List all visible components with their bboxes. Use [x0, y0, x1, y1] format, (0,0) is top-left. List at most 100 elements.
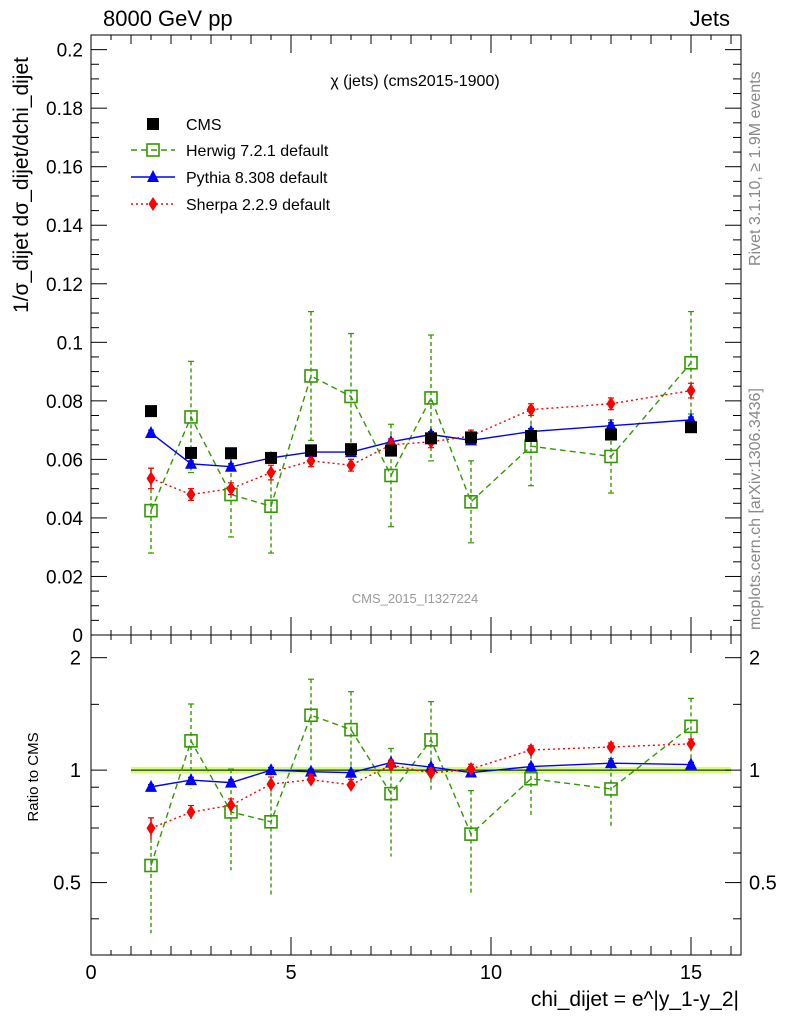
ratio-point: [386, 758, 396, 773]
ratio-y-tick-label: 0.5: [53, 873, 81, 895]
data-point: [306, 453, 316, 468]
x-tick-label: 5: [285, 962, 296, 984]
ratio-panel-frame: [90, 634, 742, 956]
ratio-point: [346, 777, 356, 792]
ratio-series-line-2: [150, 761, 692, 788]
data-point: [145, 426, 157, 439]
data-point: [385, 444, 397, 457]
y-tick-label: 0.08: [46, 392, 83, 413]
ratio-point: [306, 772, 316, 787]
ratio-point: [304, 708, 318, 723]
ratio-point: [426, 766, 436, 781]
data-point: [225, 447, 237, 460]
data-point: [266, 465, 276, 480]
y-tick-label: 0.1: [57, 333, 83, 354]
ratio-point: [684, 719, 698, 734]
data-point: [605, 418, 617, 431]
ratio-point: [266, 777, 276, 792]
data-point: [344, 389, 358, 404]
data-point: [606, 396, 616, 411]
ratio-point: [226, 798, 236, 813]
ratio-y-tick-label-right: 0.5: [749, 873, 777, 895]
legend-label: CMS: [186, 117, 222, 134]
ratio-point: [606, 739, 616, 754]
data-point: [185, 446, 197, 459]
ratio-point: [464, 827, 478, 841]
data-point: [265, 451, 277, 464]
data-point: [146, 471, 156, 486]
ratio-point: [225, 775, 237, 788]
ratio-point: [345, 765, 357, 778]
ratio-y-tick-label: 2: [70, 648, 81, 670]
y-tick-label: 0.12: [46, 275, 83, 296]
chart-title: χ (jets) (cms2015-1900): [330, 73, 499, 90]
data-point: [225, 459, 237, 472]
x-tick-label: 10: [480, 962, 502, 984]
y-tick-label: 0.04: [46, 509, 83, 530]
data-point: [465, 431, 477, 444]
ratio-point: [424, 733, 438, 747]
ratio-series-line-1: [150, 714, 692, 866]
data-point: [464, 495, 478, 509]
ratio-y-tick-label: 1: [70, 760, 81, 782]
series-line-3: [150, 389, 692, 496]
legend-marker: [148, 197, 158, 211]
data-point: [685, 421, 697, 434]
data-point: [384, 468, 398, 483]
ratio-point: [525, 759, 537, 772]
data-point: [264, 499, 278, 514]
data-point: [525, 429, 537, 442]
ratio-point: [184, 734, 198, 748]
ratio-y-tick-label-right: 1: [749, 760, 760, 782]
data-point: [424, 391, 438, 405]
y-tick-label: 0.2: [57, 41, 83, 62]
y-tick-label: 0: [72, 626, 83, 647]
x-axis-label: chi_dijet = e^|y_1-y_2|: [531, 988, 739, 1011]
legend-marker: [147, 118, 159, 130]
ratio-point: [146, 821, 156, 836]
data-point: [346, 458, 356, 473]
data-point: [144, 503, 158, 518]
y-tick-label: 0.16: [46, 158, 83, 179]
ratio-point: [344, 722, 358, 737]
data-point: [186, 487, 196, 502]
series-line-1: [150, 362, 692, 511]
legend-label: Herwig 7.2.1 default: [186, 143, 329, 160]
ratio-point: [604, 782, 618, 796]
data-point: [304, 369, 318, 383]
legend-marker: [146, 143, 160, 157]
ratio-point: [384, 786, 398, 801]
legend-label: Sherpa 2.2.9 default: [186, 197, 331, 214]
ratio-point: [685, 757, 697, 770]
ratio-series-line-3: [150, 743, 692, 829]
data-point: [605, 428, 617, 441]
data-point: [604, 449, 618, 464]
data-point: [425, 432, 437, 445]
ratio-point: [305, 764, 317, 777]
data-point: [345, 443, 357, 456]
ratio-point: [526, 742, 536, 757]
ratio-point: [144, 858, 158, 873]
data-point: [145, 405, 157, 418]
ratio-point: [185, 773, 197, 786]
ratio-point: [524, 771, 538, 786]
ratio-point: [264, 815, 278, 829]
data-point: [305, 444, 317, 457]
data-point: [526, 402, 536, 417]
legend-marker: [147, 170, 159, 182]
data-point: [185, 456, 197, 469]
ratio-point: [605, 756, 617, 769]
y-tick-label: 0.06: [46, 450, 83, 471]
y-axis-label: 1/σ_dijet dσ_dijet/dchi_dijet: [10, 57, 33, 313]
ratio-y-axis-label: Ratio to CMS: [25, 732, 42, 821]
ratio-point: [686, 736, 696, 751]
header-process-label: 8000 GeV pp: [103, 6, 233, 31]
ratio-point: [425, 760, 437, 773]
y-tick-label: 0.02: [46, 567, 83, 588]
ratio-point: [265, 763, 277, 776]
x-tick-label: 0: [85, 962, 96, 984]
data-point: [686, 383, 696, 398]
ratio-point: [186, 805, 196, 820]
ratio-point: [466, 761, 476, 776]
